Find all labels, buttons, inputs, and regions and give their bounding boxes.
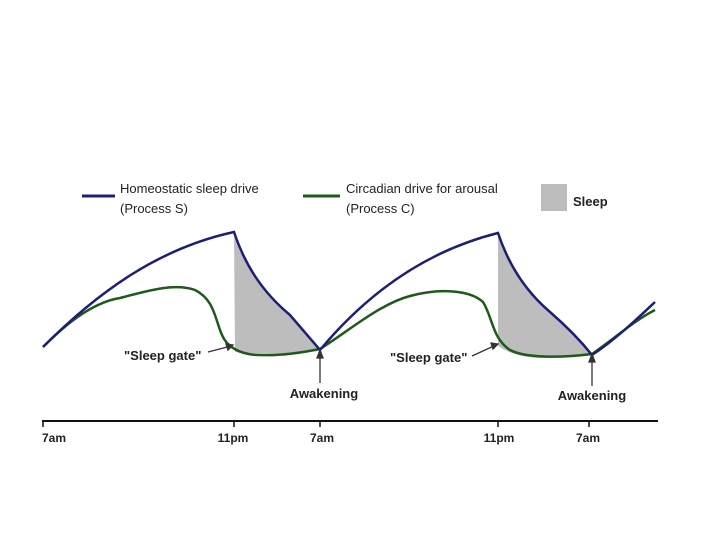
time-axis: 7am 11pm 7am 11pm 7am (42, 420, 658, 445)
awakening-label-1: Awakening (290, 386, 358, 401)
circadian-curve (42, 285, 656, 358)
awakening-label-2: Awakening (558, 388, 626, 403)
sleep-gate-arrowhead-2 (490, 342, 500, 351)
awakening-arrowhead-2 (588, 352, 596, 363)
legend-homeostatic-sublabel: (Process S) (120, 201, 188, 216)
sleep-gate-label-2: "Sleep gate" (390, 350, 467, 365)
time-axis-tick-label: 7am (310, 431, 334, 445)
legend-sleep-swatch (541, 184, 567, 211)
legend-circadian-sublabel: (Process C) (346, 201, 415, 216)
sleep-gate-label-1: "Sleep gate" (124, 348, 201, 363)
legend: Homeostatic sleep drive (Process S) Circ… (82, 181, 608, 216)
sleep-region-1 (234, 232, 320, 354)
legend-circadian-label: Circadian drive for arousal (346, 181, 498, 196)
time-axis-tick-label: 7am (42, 431, 66, 445)
sleep-region-2 (498, 233, 592, 358)
annotation-arrows (207, 342, 596, 386)
time-axis-tick-label: 7am (576, 431, 600, 445)
legend-sleep-label: Sleep (573, 194, 608, 209)
awakening-arrowhead-1 (316, 348, 324, 359)
time-axis-tick-label: 11pm (484, 431, 515, 445)
sleep-gate-arrowhead-1 (225, 343, 235, 352)
homeostatic-curve (42, 230, 656, 357)
time-axis-tick-label: 11pm (218, 431, 249, 445)
legend-homeostatic-label: Homeostatic sleep drive (120, 181, 259, 196)
